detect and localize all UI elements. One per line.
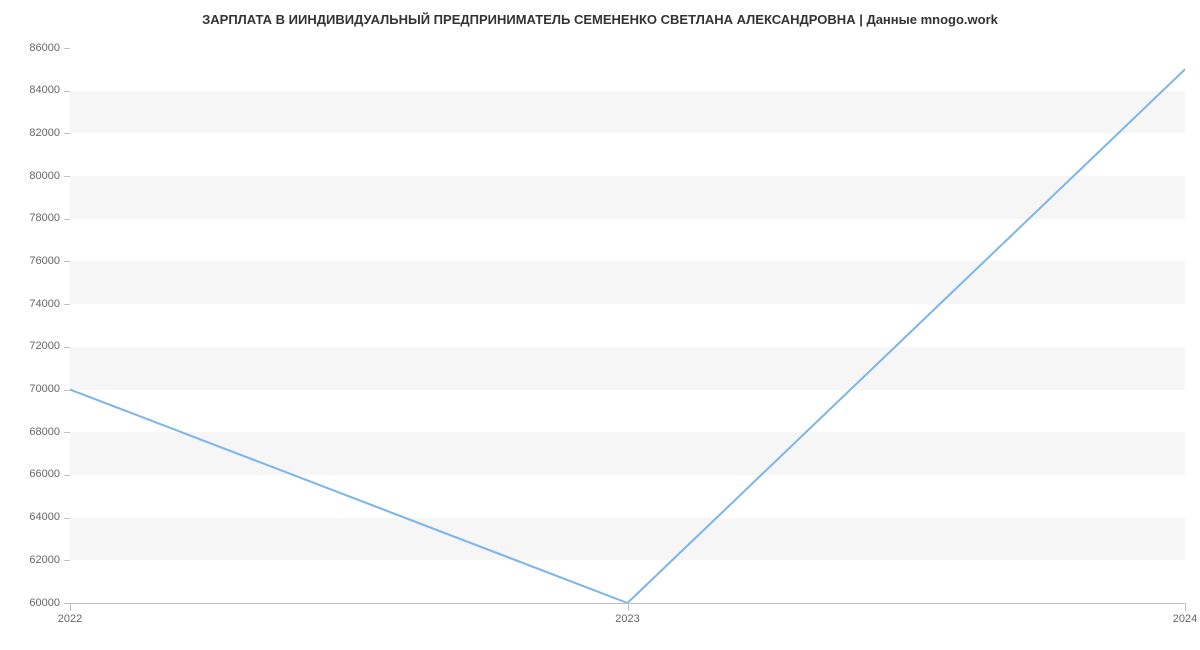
y-tick-label: 64000: [0, 511, 60, 523]
chart-title: ЗАРПЛАТА В ИИНДИВИДУАЛЬНЫЙ ПРЕДПРИНИМАТЕ…: [0, 12, 1200, 27]
x-tick-label: 2023: [598, 613, 658, 625]
y-tick-label: 60000: [0, 597, 60, 609]
plot-area: 6000062000640006600068000700007200074000…: [70, 48, 1185, 603]
y-tick-label: 76000: [0, 255, 60, 267]
y-tick-label: 84000: [0, 84, 60, 96]
y-tick-label: 74000: [0, 298, 60, 310]
salary-line-chart: ЗАРПЛАТА В ИИНДИВИДУАЛЬНЫЙ ПРЕДПРИНИМАТЕ…: [0, 0, 1200, 650]
y-tick-label: 82000: [0, 127, 60, 139]
x-tick: [1185, 603, 1186, 611]
series-line-salary: [70, 69, 1185, 603]
x-tick-label: 2024: [1155, 613, 1200, 625]
y-tick-label: 70000: [0, 383, 60, 395]
y-tick-label: 66000: [0, 468, 60, 480]
x-tick: [628, 603, 629, 611]
x-tick: [70, 603, 71, 611]
x-tick-label: 2022: [40, 613, 100, 625]
series-layer: [70, 48, 1185, 603]
y-tick-label: 78000: [0, 212, 60, 224]
y-tick-label: 62000: [0, 554, 60, 566]
y-tick-label: 72000: [0, 340, 60, 352]
y-tick-label: 86000: [0, 42, 60, 54]
y-tick-label: 80000: [0, 170, 60, 182]
y-tick-label: 68000: [0, 426, 60, 438]
